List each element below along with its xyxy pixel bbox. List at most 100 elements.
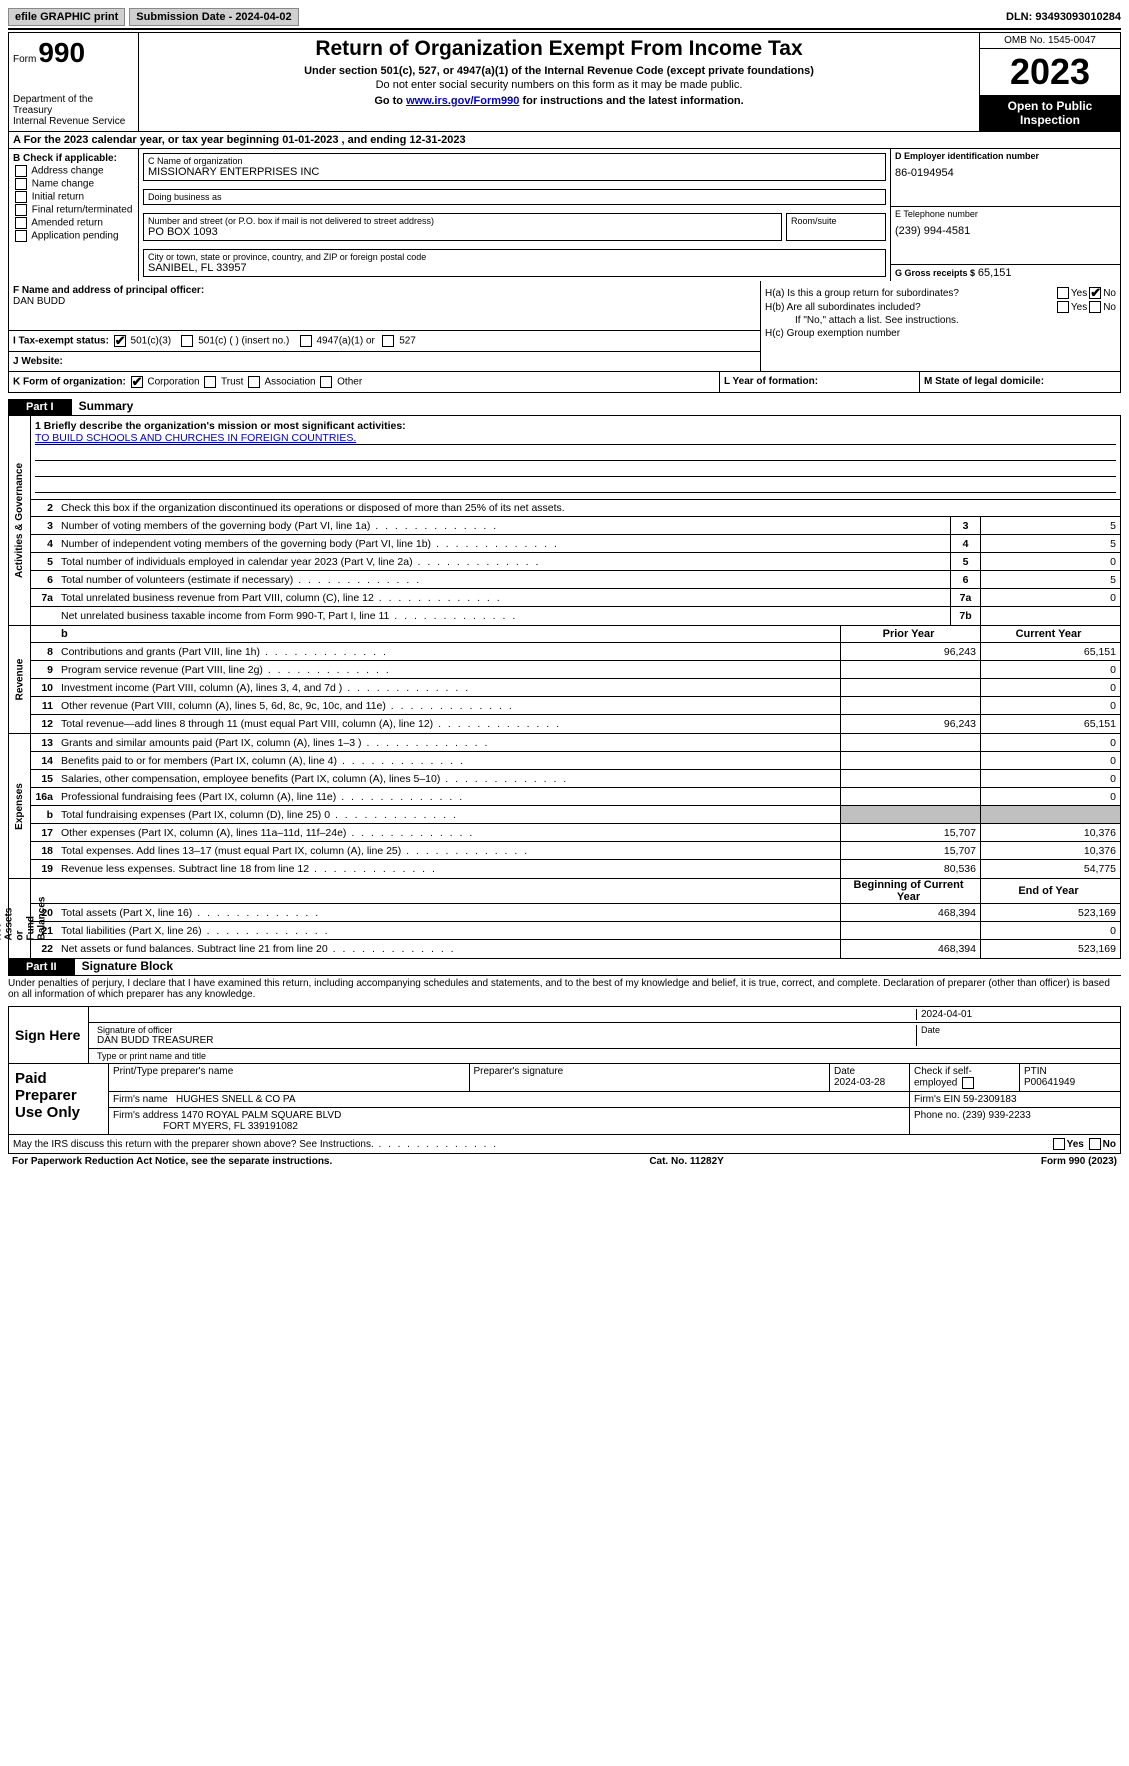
page-footer: For Paperwork Reduction Act Notice, see …	[8, 1154, 1121, 1169]
data-row: 8Contributions and grants (Part VIII, li…	[31, 643, 1120, 661]
data-row: bTotal fundraising expenses (Part IX, co…	[31, 806, 1120, 824]
prep-date-label: Date	[834, 1066, 855, 1077]
addr: PO BOX 1093	[148, 226, 777, 238]
omb-number: OMB No. 1545-0047	[980, 33, 1120, 49]
rev-hdr-prior: Prior Year	[840, 626, 980, 642]
cb-assoc[interactable]	[248, 376, 260, 388]
city: SANIBEL, FL 33957	[148, 262, 881, 274]
col-b-checkboxes: B Check if applicable: Address change Na…	[9, 149, 139, 281]
sig-officer-label: Signature of officer	[97, 1025, 912, 1035]
firm-ein-label: Firm's EIN	[914, 1094, 960, 1105]
sign-here-label: Sign Here	[9, 1007, 89, 1063]
vlabel-exp: Expenses	[14, 783, 25, 830]
department: Department of the Treasury Internal Reve…	[13, 94, 134, 127]
paid-title: Paid Preparer Use Only	[9, 1064, 109, 1134]
cb-501c[interactable]	[181, 335, 193, 347]
footer-right: Form 990 (2023)	[1041, 1156, 1117, 1167]
yes-text: Yes	[1071, 288, 1087, 299]
cb-final-return[interactable]: Final return/terminated	[13, 204, 134, 216]
rev-hdr-current: Current Year	[980, 626, 1120, 642]
cb-trust[interactable]	[204, 376, 216, 388]
data-row: 10Investment income (Part VIII, column (…	[31, 679, 1120, 697]
ha-yes[interactable]	[1057, 287, 1069, 299]
room-label: Room/suite	[791, 216, 881, 226]
website-label: J Website:	[13, 356, 63, 367]
col-c-org-info: C Name of organization MISSIONARY ENTERP…	[139, 149, 890, 281]
m-label: M State of legal domicile:	[924, 376, 1044, 387]
data-row: 21Total liabilities (Part X, line 26)0	[31, 922, 1120, 940]
part1-header: Part I Summary	[8, 399, 1121, 416]
cb-initial-return[interactable]: Initial return	[13, 191, 134, 203]
data-row: 22Net assets or fund balances. Subtract …	[31, 940, 1120, 958]
gross-label: G Gross receipts $	[895, 268, 975, 278]
data-row: 9Program service revenue (Part VIII, lin…	[31, 661, 1120, 679]
vlabel-rev: Revenue	[14, 659, 25, 701]
k-label: K Form of organization:	[13, 377, 126, 388]
cb-name-change[interactable]: Name change	[13, 178, 134, 190]
sig-intro: Under penalties of perjury, I declare th…	[8, 976, 1121, 1002]
efile-button[interactable]: efile GRAPHIC print	[8, 8, 125, 26]
cb-pending[interactable]: Application pending	[13, 230, 134, 242]
prep-sig-label: Preparer's signature	[470, 1064, 831, 1091]
form-title: Return of Organization Exempt From Incom…	[143, 37, 975, 61]
part1-num: Part I	[8, 399, 72, 415]
data-row: 12Total revenue—add lines 8 through 11 (…	[31, 715, 1120, 733]
ein-label: D Employer identification number	[895, 151, 1116, 161]
sig-date: 2024-04-01	[916, 1009, 1116, 1020]
no-text: No	[1103, 288, 1116, 299]
discuss-no[interactable]	[1089, 1138, 1101, 1150]
firm-ein: 59-2309183	[963, 1094, 1016, 1105]
gov-row: 6Total number of volunteers (estimate if…	[31, 571, 1120, 589]
signature-block: Sign Here 2024-04-01 Signature of office…	[8, 1006, 1121, 1064]
cb-self-employed[interactable]	[962, 1077, 974, 1089]
form-header: Form 990 Department of the Treasury Inte…	[8, 32, 1121, 132]
sub3-suffix: for instructions and the latest informat…	[519, 95, 743, 107]
top-bar: efile GRAPHIC print Submission Date - 20…	[8, 8, 1121, 30]
cb-address-change[interactable]: Address change	[13, 165, 134, 177]
prep-date: 2024-03-28	[834, 1077, 885, 1088]
cb-other[interactable]	[320, 376, 332, 388]
sub3-prefix: Go to	[374, 95, 406, 107]
ptin: P00641949	[1024, 1077, 1075, 1088]
row-a-tax-year: A For the 2023 calendar year, or tax yea…	[8, 132, 1121, 149]
opt-corp: Corporation	[147, 377, 199, 388]
form-label: Form	[13, 54, 36, 65]
opt-527: 527	[399, 336, 416, 347]
section-bcd: B Check if applicable: Address change Na…	[8, 149, 1121, 281]
dln: DLN: 93493093010284	[1006, 11, 1121, 23]
cb-amended[interactable]: Amended return	[13, 217, 134, 229]
part2-title: Signature Block	[82, 959, 173, 973]
row-fgh: F Name and address of principal officer:…	[8, 281, 1121, 372]
cb-4947[interactable]	[300, 335, 312, 347]
discuss-yes[interactable]	[1053, 1138, 1065, 1150]
org-name: MISSIONARY ENTERPRISES INC	[148, 166, 881, 178]
city-label: City or town, state or province, country…	[148, 252, 881, 262]
submission-date: Submission Date - 2024-04-02	[129, 8, 298, 26]
discuss-yes-text: Yes	[1067, 1139, 1084, 1150]
form-number: 990	[38, 37, 85, 69]
discuss-text: May the IRS discuss this return with the…	[13, 1139, 1051, 1150]
ha-no[interactable]	[1089, 287, 1101, 299]
data-row: 16aProfessional fundraising fees (Part I…	[31, 788, 1120, 806]
cb-501c3[interactable]	[114, 335, 126, 347]
dba-label: Doing business as	[148, 192, 881, 202]
part2-header: Part II Signature Block	[8, 959, 1121, 976]
officer-label: F Name and address of principal officer:	[13, 285, 204, 296]
l-label: L Year of formation:	[724, 376, 818, 387]
irs-link[interactable]: www.irs.gov/Form990	[406, 95, 519, 107]
yes-text-2: Yes	[1071, 302, 1087, 313]
data-row: 11Other revenue (Part VIII, column (A), …	[31, 697, 1120, 715]
subtitle-2: Do not enter social security numbers on …	[143, 79, 975, 91]
hb-yes[interactable]	[1057, 301, 1069, 313]
website-row: J Website:	[9, 351, 760, 371]
cb-corp[interactable]	[131, 376, 143, 388]
cb-527[interactable]	[382, 335, 394, 347]
gov-row: 5Total number of individuals employed in…	[31, 553, 1120, 571]
open-inspection: Open to Public Inspection	[980, 95, 1120, 131]
hb-no[interactable]	[1089, 301, 1101, 313]
data-row: 15Salaries, other compensation, employee…	[31, 770, 1120, 788]
prep-self-label: Check if self-employed	[910, 1064, 1020, 1091]
mission-text: TO BUILD SCHOOLS AND CHURCHES IN FOREIGN…	[35, 432, 1116, 445]
sig-officer-name: DAN BUDD TREASURER	[97, 1035, 912, 1046]
firm-addr2: FORT MYERS, FL 339191082	[163, 1121, 298, 1132]
